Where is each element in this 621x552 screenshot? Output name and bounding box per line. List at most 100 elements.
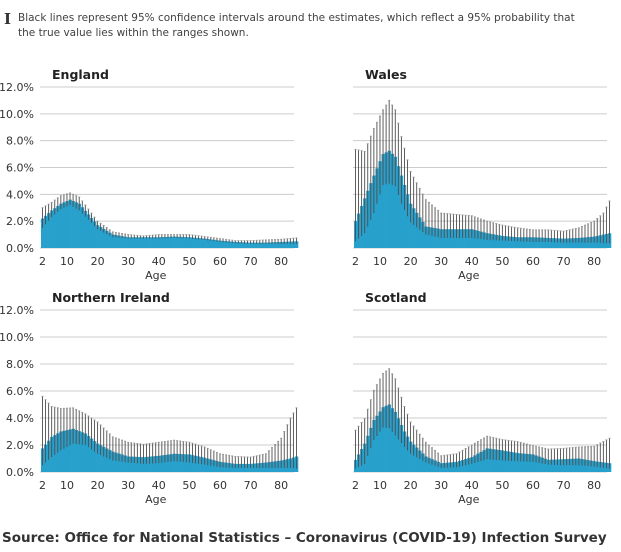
estimate-bar xyxy=(129,237,134,248)
confidence-interval xyxy=(385,104,388,185)
confidence-interval xyxy=(72,193,75,207)
estimate-bar xyxy=(120,454,124,472)
confidence-interval xyxy=(44,205,47,225)
estimate-bar xyxy=(583,237,587,248)
estimate-bar xyxy=(145,237,149,248)
confidence-interval xyxy=(590,222,593,243)
estimate-bar xyxy=(562,459,566,472)
estimate-bar xyxy=(562,238,566,248)
estimate-bar xyxy=(500,235,505,248)
estimate-bar xyxy=(209,459,213,472)
confidence-interval xyxy=(452,213,455,238)
estimate-bar xyxy=(375,168,379,248)
confidence-interval xyxy=(519,441,522,462)
confidence-interval xyxy=(53,406,56,455)
confidence-interval xyxy=(271,239,273,244)
x-axis-label: Age xyxy=(458,493,480,506)
x-tick-label: 20 xyxy=(91,479,105,492)
confidence-interval xyxy=(212,450,215,467)
y-tick-label: 8.0% xyxy=(6,135,34,148)
x-tick-label: 20 xyxy=(404,255,418,268)
estimate-bar xyxy=(433,460,437,472)
estimate-bar xyxy=(178,454,183,472)
estimate-bar xyxy=(83,433,88,472)
confidence-interval xyxy=(53,199,56,215)
confidence-interval xyxy=(397,122,400,196)
confidence-interval xyxy=(584,224,586,243)
confidence-interval xyxy=(587,446,590,467)
estimate-bar xyxy=(261,242,265,248)
estimate-bar xyxy=(485,233,489,248)
x-tick-label: 40 xyxy=(465,255,479,268)
estimate-bar xyxy=(169,236,173,248)
estimate-bar xyxy=(421,221,425,248)
estimate-bar xyxy=(114,235,118,248)
confidence-interval xyxy=(369,135,372,220)
estimate-bar xyxy=(111,234,115,248)
confidence-interval xyxy=(550,229,553,243)
confidence-interval xyxy=(608,200,611,244)
estimate-bar xyxy=(522,453,526,472)
estimate-bar xyxy=(464,459,468,472)
estimate-bar xyxy=(399,175,404,248)
estimate-bar xyxy=(454,229,459,248)
confidence-interval xyxy=(535,445,538,463)
estimate-bar xyxy=(439,229,444,248)
confidence-interval xyxy=(50,201,53,218)
estimate-bar xyxy=(555,459,560,472)
estimate-bar xyxy=(528,454,532,472)
confidence-interval xyxy=(412,425,415,456)
confidence-interval xyxy=(375,384,378,436)
confidence-interval xyxy=(108,433,111,460)
estimate-bar xyxy=(476,453,480,472)
confidence-interval xyxy=(455,213,458,238)
estimate-bar xyxy=(537,237,541,248)
confidence-interval xyxy=(157,234,160,239)
estimate-bar xyxy=(245,242,250,248)
estimate-bar xyxy=(197,456,201,472)
chart-panel-england: England 0.0% 2.0% 4.0% 6.0% 8.0% 10.0% 12.0% 2 10… xyxy=(0,67,299,282)
confidence-interval xyxy=(577,227,580,243)
estimate-bar xyxy=(565,459,569,472)
confidence-interval xyxy=(170,440,173,462)
x-tick-label: 50 xyxy=(495,255,509,268)
estimate-bar xyxy=(190,237,195,248)
estimate-bar xyxy=(448,229,453,248)
confidence-interval xyxy=(69,407,72,446)
estimate-bar xyxy=(68,199,72,248)
estimate-bar xyxy=(405,436,410,472)
estimate-bar xyxy=(89,218,94,248)
confidence-interval xyxy=(102,224,105,233)
estimate-bar xyxy=(96,443,100,472)
confidence-interval xyxy=(587,223,590,243)
estimate-bar xyxy=(494,234,499,248)
estimate-bar xyxy=(86,436,91,472)
estimate-bar xyxy=(415,447,419,472)
confidence-interval xyxy=(357,425,360,468)
estimate-bar xyxy=(77,203,82,248)
confidence-interval xyxy=(124,440,127,463)
x-tick-label: 10 xyxy=(60,255,74,268)
confidence-interval xyxy=(535,229,538,242)
confidence-interval xyxy=(449,213,452,238)
confidence-interval xyxy=(231,239,234,244)
confidence-interval xyxy=(378,115,381,195)
confidence-interval xyxy=(151,234,154,239)
confidence-interval xyxy=(176,440,179,462)
estimate-bar xyxy=(249,242,253,248)
confidence-interval xyxy=(446,213,449,238)
estimate-bar xyxy=(528,237,532,248)
confidence-interval xyxy=(173,439,176,462)
confidence-interval xyxy=(360,150,363,236)
estimate-bar xyxy=(83,210,88,248)
confidence-interval xyxy=(510,226,513,242)
confidence-interval xyxy=(283,238,286,244)
y-tick-label: 6.0% xyxy=(6,385,34,398)
estimate-bar xyxy=(497,235,502,248)
confidence-interval xyxy=(498,438,501,461)
estimate-bar xyxy=(184,454,189,472)
confidence-interval xyxy=(510,440,513,461)
confidence-interval xyxy=(105,227,108,235)
confidence-interval xyxy=(41,395,44,466)
estimate-bar xyxy=(427,227,431,248)
